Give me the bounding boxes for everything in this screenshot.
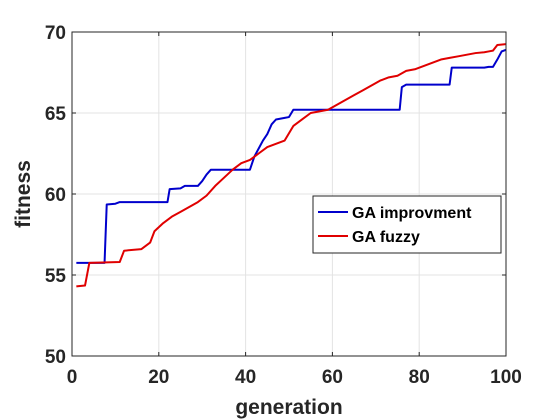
x-tick-label-40: 40: [235, 367, 256, 388]
y-tick-label-65: 65: [45, 104, 67, 125]
x-tick-label-20: 20: [148, 367, 169, 388]
y-tick-label-60: 60: [45, 185, 66, 206]
x-tick-label-100: 100: [490, 367, 522, 388]
x-axis-ticks: 0 20 40 60 80 100: [67, 32, 522, 388]
y-tick-label-55: 55: [45, 266, 67, 287]
y-axis-ticks: 50 55 60 65 70: [45, 23, 506, 368]
series-line-ga-fuzzy: [76, 43, 507, 288]
legend-label-ga-improvment: GA improvment: [352, 205, 472, 222]
x-axis-label: generation: [235, 396, 342, 419]
y-tick-label-50: 50: [45, 347, 66, 368]
series-line-ga-improvment: [76, 48, 507, 264]
x-tick-label-60: 60: [322, 367, 343, 388]
series-lines: [76, 43, 507, 288]
legend: GA improvment GA fuzzy: [312, 195, 502, 254]
legend-box: [312, 195, 502, 254]
legend-label-ga-fuzzy: GA fuzzy: [352, 229, 420, 246]
x-tick-label-0: 0: [67, 367, 78, 388]
y-tick-label-70: 70: [45, 23, 66, 44]
x-tick-label-80: 80: [409, 367, 430, 388]
y-axis-label: fitness: [12, 160, 35, 228]
